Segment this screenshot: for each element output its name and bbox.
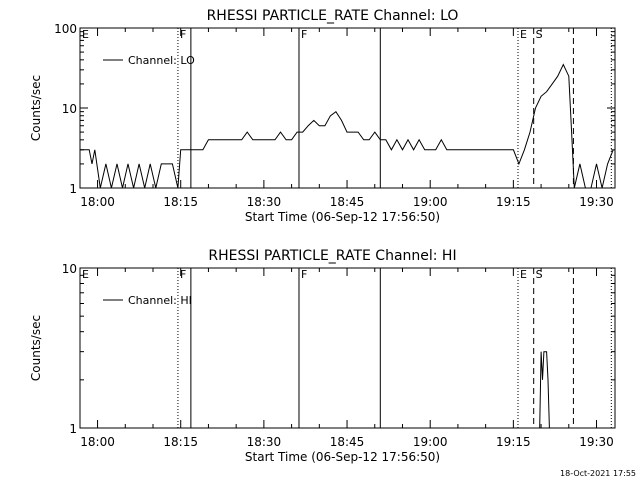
series-line: [538, 351, 555, 429]
y-tick-label: 1: [69, 422, 77, 436]
x-tick-label: 19:00: [413, 195, 448, 209]
marker-label: F: [180, 28, 186, 41]
marker-label: E: [520, 268, 527, 281]
series-line: [80, 63, 614, 189]
marker-label: E: [82, 268, 89, 281]
y-axis-label: Counts/sec: [29, 75, 43, 141]
x-tick-label: 18:45: [330, 195, 365, 209]
x-tick-label: 18:30: [247, 435, 282, 449]
y-tick-label: 10: [62, 262, 77, 276]
x-tick-label: 18:45: [330, 435, 365, 449]
x-tick-label: 19:30: [579, 435, 614, 449]
chart-title: RHESSI PARTICLE_RATE Channel: LO: [207, 8, 459, 24]
y-axis-label: Counts/sec: [29, 315, 43, 381]
x-tick-label: 18:15: [163, 195, 198, 209]
x-tick-label: 18:30: [247, 195, 282, 209]
marker-label: F: [301, 268, 307, 281]
x-tick-label: 18:15: [163, 435, 198, 449]
y-tick-label: 1: [69, 182, 77, 196]
legend-label: Channel: HI: [128, 294, 192, 307]
y-tick-label: 100: [54, 22, 77, 36]
x-axis-label: Start Time (06-Sep-12 17:56:50): [245, 450, 440, 464]
x-axis-label: Start Time (06-Sep-12 17:56:50): [245, 210, 440, 224]
chart-title: RHESSI PARTICLE_RATE Channel: HI: [208, 248, 456, 264]
y-tick-label: 10: [62, 102, 77, 116]
marker-label: S: [536, 28, 543, 41]
x-tick-label: 19:15: [496, 435, 531, 449]
marker-label: F: [180, 268, 186, 281]
plot-frame: [79, 267, 616, 429]
legend-label: Channel: LO: [128, 54, 195, 67]
x-tick-label: 18:00: [80, 435, 115, 449]
marker-label: S: [536, 268, 543, 281]
marker-label: E: [82, 28, 89, 41]
x-tick-label: 19:00: [413, 435, 448, 449]
x-tick-label: 19:30: [579, 195, 614, 209]
x-tick-label: 19:15: [496, 195, 531, 209]
marker-label: F: [301, 28, 307, 41]
footer-timestamp: 18-Oct-2021 17:55: [560, 469, 636, 478]
x-tick-label: 18:00: [80, 195, 115, 209]
plot-frame: [79, 27, 616, 189]
marker-label: E: [520, 28, 527, 41]
